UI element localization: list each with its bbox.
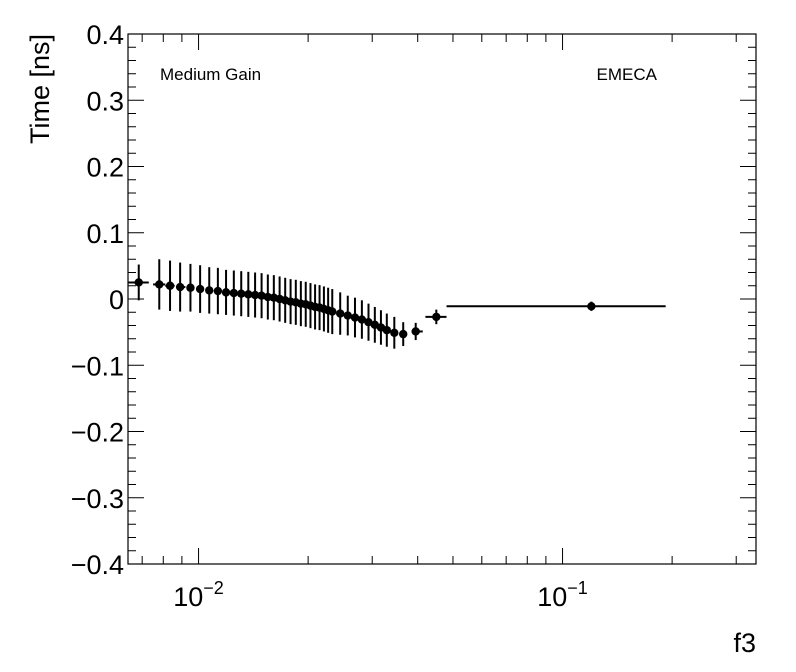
point-marker bbox=[357, 315, 367, 324]
x-tick-label: 10−1 bbox=[537, 578, 588, 612]
data-point bbox=[350, 297, 360, 338]
point-marker bbox=[411, 327, 420, 336]
data-point bbox=[229, 270, 239, 316]
y-tick-label: −0.1 bbox=[71, 351, 124, 381]
data-point bbox=[446, 301, 666, 311]
data-point bbox=[328, 289, 337, 335]
axis-ticks bbox=[128, 33, 756, 565]
data-point bbox=[175, 262, 186, 312]
point-marker bbox=[213, 286, 223, 296]
point-marker bbox=[134, 278, 143, 287]
data-point bbox=[237, 271, 246, 317]
point-marker bbox=[165, 281, 175, 290]
point-marker bbox=[237, 289, 246, 298]
data-point bbox=[165, 260, 175, 311]
y-tick-label: 0 bbox=[109, 285, 124, 315]
data-point bbox=[364, 303, 373, 341]
data-point bbox=[336, 292, 345, 335]
point-marker bbox=[328, 307, 337, 316]
data-point bbox=[221, 269, 231, 315]
point-marker bbox=[244, 290, 253, 299]
data-point bbox=[257, 273, 266, 319]
data-point bbox=[411, 322, 423, 341]
x-tick-label: 10−2 bbox=[173, 578, 224, 612]
annotation-medium-gain: Medium Gain bbox=[160, 65, 261, 84]
data-point bbox=[357, 300, 367, 339]
point-marker bbox=[343, 311, 352, 320]
annotation-emeca: EMECA bbox=[597, 65, 658, 84]
point-marker bbox=[390, 328, 399, 337]
point-marker bbox=[350, 313, 360, 322]
point-marker bbox=[432, 312, 441, 322]
y-tick-label: 0.1 bbox=[86, 219, 124, 249]
data-point bbox=[250, 272, 260, 318]
tick-labels: 0.4 0.3 0.2 0.1 0 −0.1 −0.2 −0.3 −0.4 10−2 10−1 bbox=[71, 20, 588, 612]
data-layer bbox=[128, 259, 666, 349]
point-marker bbox=[364, 317, 373, 327]
data-point bbox=[399, 322, 408, 347]
point-marker bbox=[250, 290, 260, 300]
point-marker bbox=[587, 302, 596, 311]
y-axis-title: Time [ns] bbox=[25, 34, 55, 144]
point-marker bbox=[155, 280, 164, 289]
y-tick-label: −0.4 bbox=[71, 550, 124, 580]
data-point bbox=[213, 267, 223, 315]
y-tick-label: −0.3 bbox=[71, 484, 124, 514]
y-tick-label: 0.4 bbox=[86, 20, 124, 50]
data-point bbox=[382, 313, 392, 347]
data-point bbox=[343, 295, 352, 336]
point-marker bbox=[186, 283, 195, 292]
point-marker bbox=[195, 284, 205, 294]
y-tick-label: 0.2 bbox=[86, 153, 124, 183]
point-marker bbox=[175, 282, 185, 292]
point-marker bbox=[205, 286, 214, 295]
data-point bbox=[195, 265, 205, 313]
y-tick-label: −0.2 bbox=[71, 418, 124, 448]
point-marker bbox=[399, 329, 408, 339]
point-marker bbox=[336, 309, 345, 318]
data-point bbox=[205, 267, 214, 314]
point-marker bbox=[229, 288, 239, 298]
data-point bbox=[153, 259, 166, 310]
point-marker bbox=[382, 325, 392, 335]
point-marker bbox=[257, 291, 266, 300]
data-point bbox=[186, 263, 195, 312]
data-point bbox=[128, 264, 149, 301]
data-point bbox=[425, 309, 447, 325]
y-tick-label: 0.3 bbox=[86, 86, 124, 116]
data-point bbox=[306, 283, 315, 329]
data-point bbox=[244, 271, 253, 317]
x-axis-title: f3 bbox=[733, 628, 756, 658]
point-marker bbox=[221, 288, 231, 297]
data-point bbox=[390, 316, 399, 349]
